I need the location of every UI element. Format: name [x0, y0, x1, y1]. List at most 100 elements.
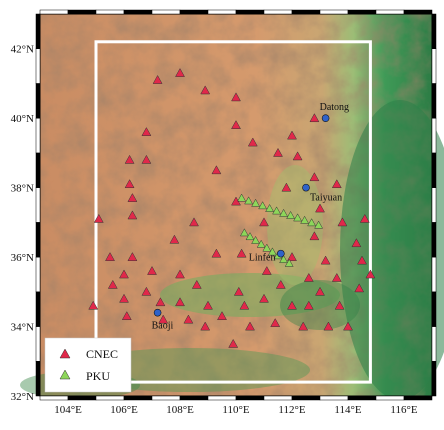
loess-valley-green [160, 273, 340, 317]
pku-station-marker [245, 232, 255, 241]
frame-segment-top [291, 9, 321, 15]
cnec-station-marker [124, 179, 135, 189]
cnec-station-marker [233, 286, 244, 296]
cnec-station-marker [127, 252, 138, 261]
legend: CNEC PKU [44, 337, 132, 393]
frame-segment-top [123, 9, 153, 15]
frame-segment-top [263, 9, 293, 15]
frame-segment-top [347, 9, 377, 15]
cnec-station-marker [259, 293, 269, 303]
cnec-station-marker [273, 147, 283, 157]
frame-segment-left [35, 187, 41, 223]
frame-segment-top [403, 9, 433, 15]
map-frame [35, 9, 437, 401]
cnec-station-marker [354, 283, 365, 293]
cnec-station-marker [152, 74, 163, 84]
city-label: Datong [320, 102, 349, 113]
cnec-station-marker [141, 154, 152, 164]
frame-segment-right [431, 256, 437, 293]
cnec-station-marker [261, 265, 272, 275]
cnec-station-marker [127, 210, 138, 220]
frame-segment-bottom [123, 395, 153, 401]
frame-segment-left [35, 326, 41, 362]
pku-station-marker [251, 198, 261, 207]
frame-segment-left [35, 117, 41, 154]
city-label: Baoji [152, 321, 174, 332]
frame-segment-right [431, 83, 437, 119]
cnec-station-marker [275, 279, 286, 289]
cnec-station-marker [200, 321, 211, 331]
city-label: Linfen [249, 253, 276, 264]
cnec-station-marker [141, 286, 152, 296]
legend-pku-marker [59, 369, 71, 380]
pku-station-marker [239, 228, 249, 237]
pku-station-marker [256, 239, 266, 248]
legend-cnec-marker [59, 348, 71, 359]
cnec-station-marker [228, 338, 239, 348]
pku-station-marker [286, 210, 296, 219]
cnec-station-marker [309, 113, 320, 123]
pku-station-marker [237, 193, 247, 202]
frame-segment-top [67, 9, 97, 15]
city-marker [321, 114, 330, 122]
cnec-station-marker [175, 297, 185, 307]
city-marker [276, 249, 285, 258]
cnec-station-marker [231, 120, 241, 129]
city-marker [302, 183, 310, 192]
frame-segment-right [431, 152, 437, 188]
cnec-station-marker [247, 137, 258, 147]
frame-segment-top [375, 9, 405, 15]
lat-tick-label: 40°N [11, 113, 34, 125]
frame-segment-right [431, 326, 437, 362]
pku-station-marker [279, 208, 289, 217]
frame-segment-bottom [291, 395, 321, 401]
cnec-station-marker [259, 217, 269, 227]
pku-station-marker [284, 258, 294, 267]
cnec-station-marker [292, 151, 303, 161]
cnec-station-marker [357, 255, 367, 265]
cnec-station-marker [365, 269, 376, 279]
pku-station-marker [293, 213, 303, 222]
frame-segment-top [235, 9, 265, 15]
study-area-box [94, 40, 372, 384]
cnec-station-marker [211, 248, 222, 258]
cnec-station-marker [124, 154, 135, 164]
cnec-station-marker [200, 85, 211, 95]
lat-tick-label: 34°N [11, 322, 34, 334]
pku-station-marker [272, 206, 282, 215]
frame-segment-top [179, 9, 209, 15]
cnec-station-marker [231, 92, 241, 102]
cnec-station-marker [147, 265, 157, 275]
cnec-station-marker [315, 203, 325, 213]
cnec-station-marker [298, 321, 309, 331]
lon-tick-label: 112°E [278, 404, 305, 416]
cnec-station-marker [334, 300, 345, 310]
cnec-station-marker [323, 321, 334, 331]
yellow-river-plain [280, 280, 360, 330]
cnec-station-marker [245, 321, 255, 331]
frame-segment-left [35, 13, 41, 49]
pku-station-marker [258, 201, 268, 210]
frame-segment-top [39, 9, 69, 15]
cnec-station-marker [217, 311, 227, 320]
frame-segment-bottom [403, 395, 433, 401]
lat-tick-label: 38°N [11, 183, 34, 195]
cnec-station-marker [211, 165, 222, 175]
pku-station-marker [262, 243, 272, 252]
frame-segment-bottom [39, 395, 69, 401]
lat-tick-label: 32°N [11, 391, 34, 403]
cnec-station-marker [287, 252, 297, 261]
cnec-station-marker [203, 300, 213, 310]
frame-segment-bottom [67, 395, 97, 401]
frame-segment-bottom [375, 395, 405, 401]
cnec-station-marker [343, 321, 353, 331]
cnec-station-marker [169, 234, 180, 244]
frame-segment-left [35, 48, 41, 84]
frame-segment-top [95, 9, 125, 15]
frame-segment-right [431, 117, 437, 154]
lon-tick-label: 108°E [166, 404, 194, 416]
legend-box [44, 337, 132, 393]
cnec-station-marker [359, 213, 370, 223]
frame-segment-left [35, 222, 41, 258]
pku-station-marker [279, 255, 289, 263]
